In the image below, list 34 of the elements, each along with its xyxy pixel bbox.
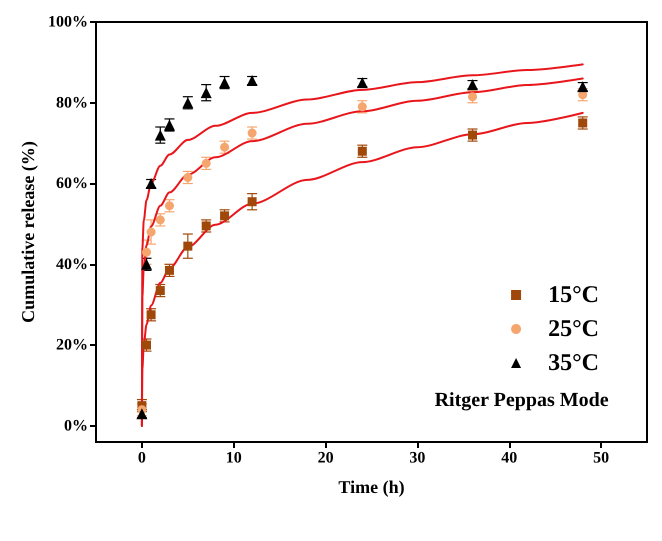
legend-label: 25°C [548,316,600,342]
y-tick-label: 0% [64,417,88,434]
point [164,266,174,275]
point [202,221,211,230]
point [156,286,165,296]
point [202,158,211,168]
point [154,130,166,141]
legend-label: 35°C [548,350,600,376]
annotation: Ritger Peppas Mode [434,389,609,411]
point [146,228,156,236]
point [248,128,257,138]
point [183,172,192,182]
x-tick-label: 20 [318,450,334,466]
point [248,197,257,206]
x-tick-label: 30 [409,450,426,466]
point [220,211,230,220]
point [200,87,212,98]
y-tick-label: 60% [56,175,88,192]
y-tick-label: 40% [56,256,88,273]
point [142,248,152,257]
x-tick-label: 40 [501,450,518,466]
x-axis-title: Time (h) [338,477,405,497]
y-tick-label: 80% [56,94,88,112]
point [468,130,478,140]
x-tick-label: 10 [226,450,242,466]
point [142,340,152,350]
x-tick-label: 50 [593,450,610,466]
point [578,118,588,128]
legend-label: 15°C [548,282,600,308]
x-tick-label: 0 [138,450,146,466]
y-tick-label: 20% [56,336,88,354]
point [183,242,192,251]
y-tick-label: 100% [48,14,88,30]
y-axis-title: Cumulative release (%) [18,141,38,323]
